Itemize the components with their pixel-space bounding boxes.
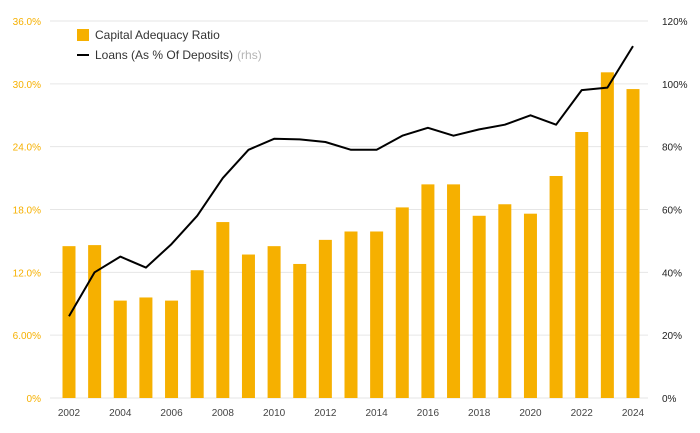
bar-2008 bbox=[216, 222, 230, 398]
bar-2022 bbox=[575, 132, 589, 398]
bar-2020 bbox=[523, 213, 537, 398]
legend-label-bar: Capital Adequacy Ratio bbox=[95, 28, 220, 42]
bar-2016 bbox=[421, 184, 435, 398]
left-tick-label: 6.00% bbox=[13, 331, 41, 342]
bar-2012 bbox=[318, 239, 332, 398]
bar-2023 bbox=[600, 72, 614, 398]
bar-2011 bbox=[293, 263, 307, 398]
bar-2015 bbox=[395, 207, 409, 398]
left-tick-label: 36.0% bbox=[13, 17, 41, 28]
right-tick-label: 20% bbox=[662, 331, 682, 342]
right-tick-label: 80% bbox=[662, 143, 682, 154]
left-tick-label: 12.0% bbox=[13, 268, 41, 279]
right-tick-label: 40% bbox=[662, 268, 682, 279]
x-tick-label: 2012 bbox=[314, 408, 337, 419]
x-tick-label: 2024 bbox=[622, 408, 645, 419]
bar-2019 bbox=[498, 204, 512, 398]
left-tick-label: 24.0% bbox=[13, 143, 41, 154]
x-tick-label: 2010 bbox=[263, 408, 286, 419]
right-tick-label: 0% bbox=[662, 394, 677, 405]
legend: Capital Adequacy Ratio Loans (As % Of De… bbox=[77, 28, 262, 62]
bar-2005 bbox=[139, 297, 153, 398]
x-tick-label: 2018 bbox=[468, 408, 491, 419]
right-tick-label: 60% bbox=[662, 206, 682, 217]
bar-2010 bbox=[267, 246, 281, 398]
legend-swatch-bar bbox=[77, 29, 89, 41]
bar-2003 bbox=[88, 245, 102, 398]
x-tick-label: 2014 bbox=[366, 408, 389, 419]
bar-2018 bbox=[472, 215, 486, 398]
bar-2021 bbox=[549, 175, 563, 398]
bar-2014 bbox=[370, 231, 384, 398]
bar-2017 bbox=[447, 184, 461, 398]
bar-2004 bbox=[113, 300, 127, 398]
x-axis-tick-labels: 2002 2004 2006 2008 2010 2012 2014 2016 2018 2020… bbox=[58, 408, 645, 419]
x-tick-label: 2008 bbox=[212, 408, 235, 419]
bar-2002 bbox=[62, 246, 76, 398]
right-tick-label: 100% bbox=[662, 80, 688, 91]
line-series-loans bbox=[68, 45, 634, 317]
x-tick-label: 2022 bbox=[571, 408, 594, 419]
x-tick-label: 2002 bbox=[58, 408, 81, 419]
legend-label-line: Loans (As % Of Deposits) (rhs) bbox=[95, 48, 262, 62]
x-tick-label: 2016 bbox=[417, 408, 440, 419]
bar-2006 bbox=[165, 300, 179, 398]
bar-2024 bbox=[626, 89, 640, 398]
right-axis-tick-labels: 0% 20% 40% 60% 80% 100% 120% bbox=[662, 17, 688, 405]
left-tick-label: 0% bbox=[27, 394, 42, 405]
bar-2009 bbox=[241, 254, 255, 398]
left-tick-label: 30.0% bbox=[13, 80, 41, 91]
right-tick-label: 120% bbox=[662, 17, 688, 28]
x-tick-label: 2004 bbox=[109, 408, 132, 419]
left-tick-label: 18.0% bbox=[13, 206, 41, 217]
left-axis-tick-labels: 0% 6.00% 12.0% 18.0% 24.0% 30.0% 36.0% bbox=[13, 17, 41, 405]
bar-series-capital-adequacy-ratio bbox=[62, 72, 640, 398]
bar-2007 bbox=[190, 270, 204, 398]
bar-2013 bbox=[344, 231, 358, 398]
x-tick-label: 2020 bbox=[519, 408, 542, 419]
x-tick-label: 2006 bbox=[160, 408, 183, 419]
